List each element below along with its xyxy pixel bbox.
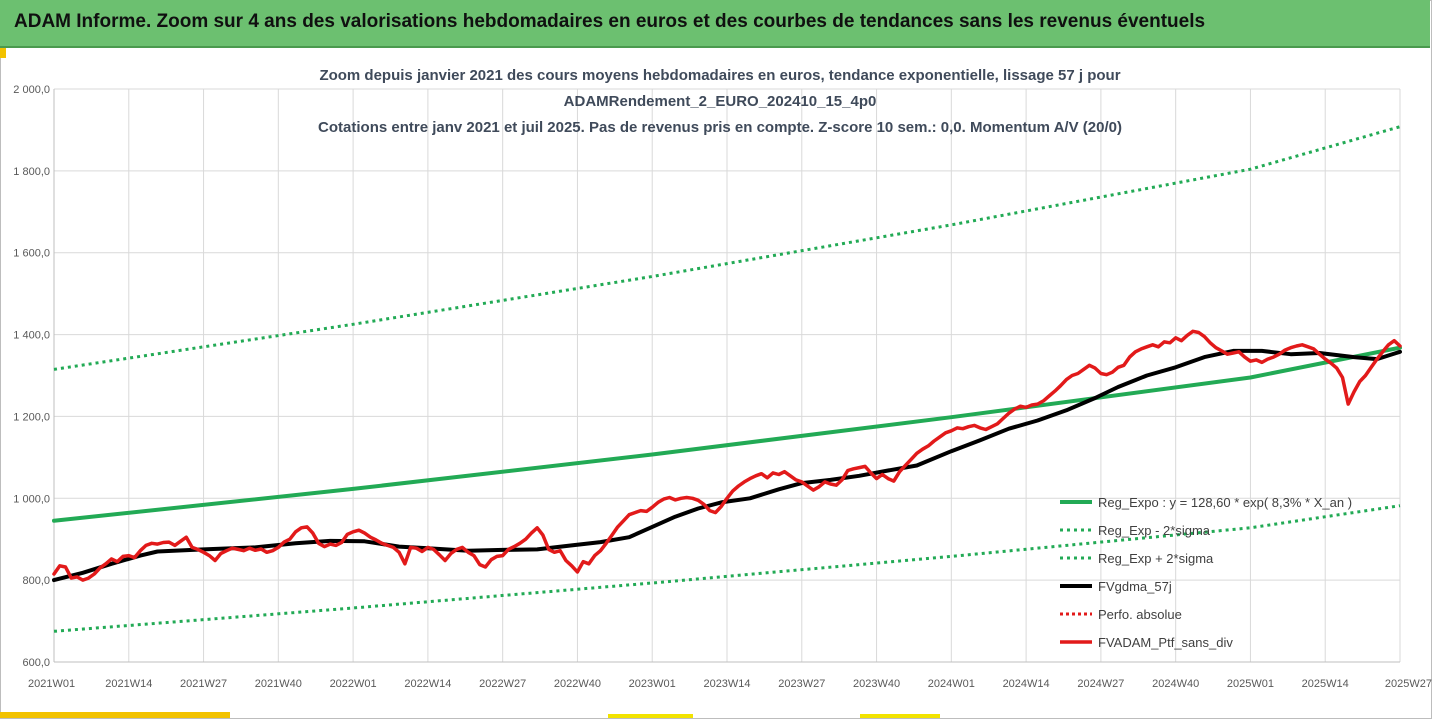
accent-stripe-bottom bbox=[0, 712, 230, 718]
x-tick-label: 2021W14 bbox=[105, 678, 152, 690]
y-tick-label: 1 400,0 bbox=[13, 330, 50, 342]
x-tick-label: 2022W14 bbox=[404, 678, 451, 690]
x-tick-label: 2024W01 bbox=[928, 678, 975, 690]
accent-stripe-bottom-2 bbox=[608, 714, 693, 718]
grid bbox=[53, 88, 1401, 663]
series-line-reg-exp-2-sigma bbox=[53, 125, 1401, 371]
series-line-fvadam-ptf-sans-div bbox=[52, 329, 1402, 582]
x-tick-label: 2021W40 bbox=[255, 678, 302, 690]
series-line-reg-expo-y-128-60-exp-8-3-x-an bbox=[52, 345, 1402, 523]
legend: Reg_Expo : y = 128,60 * exp( 8,3% * X_an… bbox=[1060, 495, 1352, 650]
x-tick-label: 2025W14 bbox=[1302, 678, 1349, 690]
y-tick-label: 1 800,0 bbox=[13, 166, 50, 178]
y-tick-label: 800,0 bbox=[22, 575, 50, 587]
x-tick-label: 2021W27 bbox=[180, 678, 227, 690]
x-tick-label: 2021W01 bbox=[28, 678, 75, 690]
chart-title-line-1: Zoom depuis janvier 2021 des cours moyen… bbox=[319, 67, 1120, 84]
y-tick-label: 600,0 bbox=[22, 657, 50, 669]
x-tick-label: 2022W01 bbox=[330, 678, 377, 690]
x-tick-label: 2023W01 bbox=[629, 678, 676, 690]
legend-label-reg-exp-2-sigma: Reg_Exp + 2*sigma bbox=[1098, 551, 1214, 566]
y-tick-label: 1 600,0 bbox=[13, 248, 50, 260]
chart-title-line-2: ADAMRendement_2_EURO_202410_15_4p0 bbox=[564, 93, 877, 110]
series-line-reg-exp-2-sigma bbox=[53, 504, 1401, 633]
accent-stripe-bottom-3 bbox=[860, 714, 940, 718]
x-tick-label: 2023W14 bbox=[703, 678, 750, 690]
y-tick-label: 1 200,0 bbox=[13, 411, 50, 423]
series-line-fvgdma-57j bbox=[52, 348, 1402, 583]
x-axis-ticks: 2021W01 2021W14 2021W27 2021W40 2022W01 2022W… bbox=[28, 678, 1432, 690]
header-bar: ADAM Informe. Zoom sur 4 ans des valoris… bbox=[0, 0, 1430, 48]
accent-stripe-left bbox=[0, 48, 6, 58]
x-tick-label: 2024W40 bbox=[1152, 678, 1199, 690]
y-axis-ticks: 600,0 800,0 1 000,0 1 200,0 1 400,0 1 600,0 1 … bbox=[13, 84, 50, 669]
legend-label-reg-exp-2-sigma: Reg_Exp - 2*sigma bbox=[1098, 523, 1211, 538]
page-title: ADAM Informe. Zoom sur 4 ans des valoris… bbox=[14, 11, 1206, 32]
x-tick-label: 2022W27 bbox=[479, 678, 526, 690]
y-tick-label: 2 000,0 bbox=[13, 84, 50, 96]
x-tick-label: 2025W01 bbox=[1227, 678, 1274, 690]
x-tick-label: 2023W27 bbox=[778, 678, 825, 690]
chart-title: Zoom depuis janvier 2021 des cours moyen… bbox=[318, 67, 1122, 136]
legend-label-perfo-absolue: Perfo. absolue bbox=[1098, 607, 1182, 622]
x-tick-label: 2024W14 bbox=[1003, 678, 1050, 690]
legend-label-reg-expo-y-128-60-exp-8-3-x-an: Reg_Expo : y = 128,60 * exp( 8,3% * X_an… bbox=[1098, 495, 1352, 510]
chart-title-line-3: Cotations entre janv 2021 et juil 2025. … bbox=[318, 119, 1122, 136]
y-tick-label: 1 000,0 bbox=[13, 493, 50, 505]
x-tick-label: 2023W40 bbox=[853, 678, 900, 690]
series-layer bbox=[52, 125, 1402, 633]
legend-label-fvgdma-57j: FVgdma_57j bbox=[1098, 579, 1172, 594]
x-tick-label: 2025W27 bbox=[1385, 678, 1432, 690]
x-tick-label: 2022W40 bbox=[554, 678, 601, 690]
line-chart: 600,0 800,0 1 000,0 1 200,0 1 400,0 1 600,0 1 … bbox=[13, 67, 1432, 690]
x-tick-label: 2024W27 bbox=[1077, 678, 1124, 690]
legend-label-fvadam-ptf-sans-div: FVADAM_Ptf_sans_div bbox=[1098, 635, 1233, 650]
